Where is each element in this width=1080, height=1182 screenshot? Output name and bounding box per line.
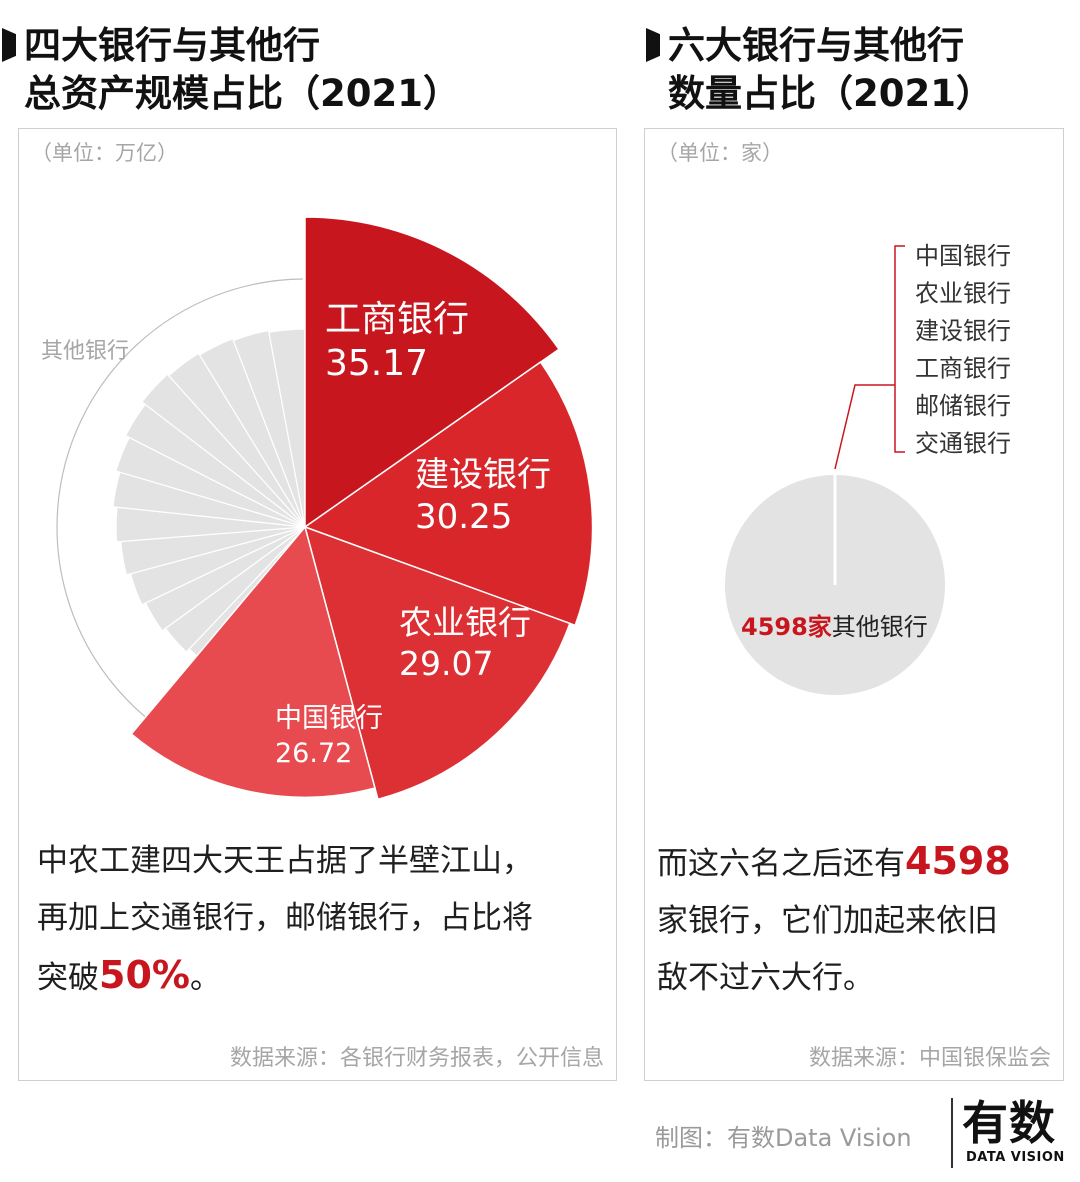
right-text-line2: 家银行，它们加起来依旧 <box>657 903 998 939</box>
other-banks-label: 其他银行 <box>41 339 129 364</box>
right-description: 而这六名之后还有4598 家银行，它们加起来依旧 敌不过六大行。 <box>657 833 1057 1007</box>
right-panel: （单位：家） 中国银行农业银行建设银行工商银行邮储银行交通银行 4598家其他银行… <box>644 128 1064 1081</box>
right-highlight: 4598 <box>905 839 1011 883</box>
left-text-line2: 再加上交通银行，邮储银行，占比将 <box>37 900 533 936</box>
right-source: 数据来源：中国银保监会 <box>808 1046 1051 1071</box>
left-title: 四大银行与其他行 总资产规模占比（2021） <box>2 22 460 118</box>
bank-list-item: 邮储银行 <box>915 392 1011 420</box>
right-text-line1: 而这六名之后还有 <box>657 846 905 882</box>
slice-value-label: 35.17 <box>325 343 428 384</box>
title-marker-icon <box>2 28 16 62</box>
right-unit: （单位：家） <box>657 141 783 165</box>
bank-list-item: 工商银行 <box>915 355 1011 383</box>
bank-slice <box>130 525 376 798</box>
bank-list-item: 建设银行 <box>915 317 1011 345</box>
footer-credit: 制图：有数Data Vision <box>655 1124 912 1152</box>
bank-list-bracket <box>894 245 905 453</box>
slice-name-label: 农业银行 <box>399 603 531 642</box>
other-banks-annotation-label: 其他银行 <box>832 613 928 641</box>
slice-value-label: 26.72 <box>275 738 352 769</box>
slice-name-label: 中国银行 <box>275 703 383 734</box>
slice-value-label: 30.25 <box>415 497 512 537</box>
other-bank-slice <box>167 352 306 528</box>
right-title-line1: 六大银行与其他行 <box>668 24 964 67</box>
left-unit: （单位：万亿） <box>31 141 178 165</box>
leader-line <box>834 384 895 470</box>
right-title: 六大银行与其他行 数量占比（2021） <box>646 22 993 118</box>
bank-list-item: 农业银行 <box>915 280 1011 308</box>
bank-slice <box>304 216 560 529</box>
left-text-line3: 突破 <box>37 960 99 996</box>
other-banks-count: 4598家 <box>741 613 832 641</box>
brand-logo-subtitle: DATA VISION <box>966 1150 1065 1165</box>
left-highlight: 50% <box>99 953 190 997</box>
left-panel: （单位：万亿） 其他银行 工商银行 35.17 建设银行 30.25 农业银行 29.07 中… <box>18 128 617 1081</box>
bank-slice <box>303 525 571 801</box>
left-text-line1: 中农工建四大天王占据了半壁江山， <box>37 843 533 879</box>
bank-slice <box>303 361 594 627</box>
slice-value-label: 29.07 <box>399 644 493 683</box>
left-text-line3-suffix: 。 <box>189 960 221 996</box>
left-description: 中农工建四大天王占据了半壁江山， 再加上交通银行，邮储银行，占比将 突破50%。 <box>37 833 607 1007</box>
bank-list-item: 交通银行 <box>915 430 1011 458</box>
slice-name-label: 工商银行 <box>325 299 469 340</box>
slice-name-label: 建设银行 <box>415 455 551 495</box>
title-marker-icon <box>646 28 660 62</box>
other-bank-slice <box>198 337 306 528</box>
footer-divider <box>951 1098 953 1168</box>
left-title-line2: 总资产规模占比（2021） <box>24 72 460 115</box>
other-bank-slice <box>232 329 306 528</box>
other-bank-slice <box>141 373 306 528</box>
right-text-line3: 敌不过六大行。 <box>657 960 874 996</box>
right-title-line2: 数量占比（2021） <box>668 72 993 115</box>
other-banks-annotation: 4598家其他银行 <box>741 613 928 641</box>
brand-logo: 有数 <box>962 1096 1056 1150</box>
left-source: 数据来源：各银行财务报表，公开信息 <box>229 1046 604 1071</box>
bank-list-item: 中国银行 <box>915 242 1011 270</box>
left-title-line1: 四大银行与其他行 <box>24 24 320 67</box>
